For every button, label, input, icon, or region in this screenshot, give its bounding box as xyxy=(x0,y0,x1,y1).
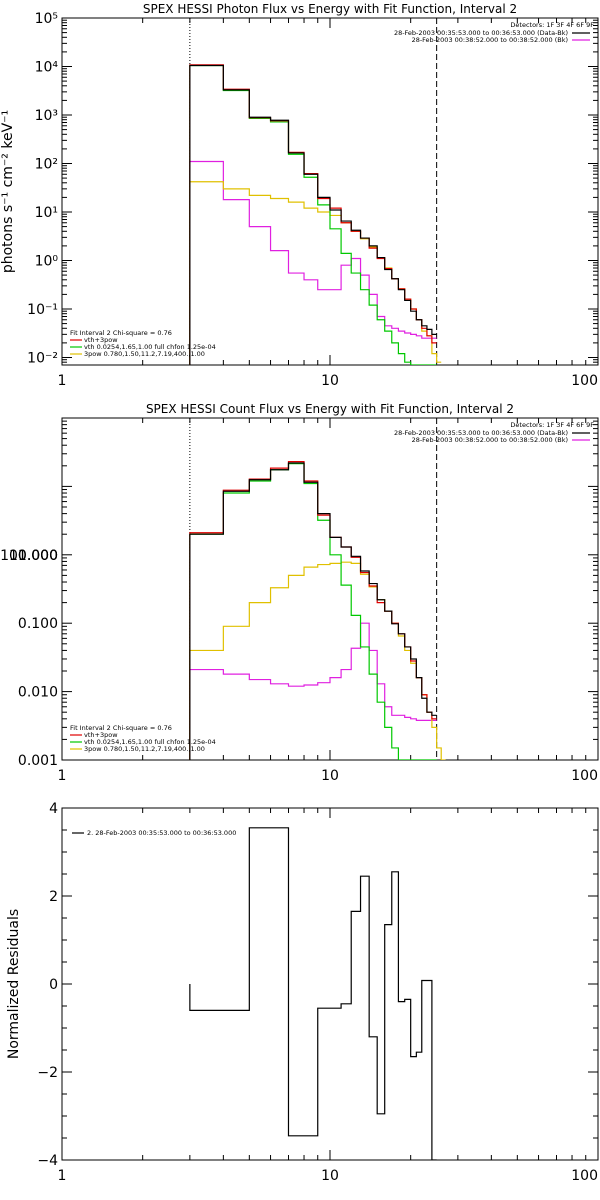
x-tick-label: 1 xyxy=(58,1168,67,1184)
series-line-4 xyxy=(189,160,437,365)
legend-entry: 3pow 0.780,1.50,11.2,7.19,400.,1.00 xyxy=(84,350,205,358)
series-group xyxy=(189,64,442,365)
y-tick-label: 10.000 xyxy=(9,548,58,564)
legend-entry: 2. 28-Feb-2003 00:35:53.000 to 00:36:53.… xyxy=(87,829,236,837)
x-tick-label: 10 xyxy=(321,373,339,389)
y-tick-label: 10⁵ xyxy=(35,11,58,27)
series-line-1 xyxy=(189,64,437,365)
y-tick-label: −2 xyxy=(37,1065,58,1081)
y-tick-label: −4 xyxy=(37,1153,58,1169)
x-tick-label: 10 xyxy=(321,768,339,784)
plot-frame xyxy=(61,417,599,761)
legend-entry: 3pow 0.780,1.50,11.2,7.19,400.,1.00 xyxy=(84,745,205,753)
x-tick-label: 10 xyxy=(321,1168,339,1184)
y-tick-label: 0.001 xyxy=(18,753,58,769)
legend-entry: vth+3pow xyxy=(84,731,118,739)
series-line-3 xyxy=(189,561,446,760)
chart-title: SPEX HESSI Photon Flux vs Energy with Fi… xyxy=(143,2,517,16)
series-group xyxy=(189,827,437,1160)
x-tick-label: 1 xyxy=(58,373,67,389)
y-tick-label: 10⁻¹ xyxy=(27,302,58,318)
y-tick-label: 10¹ xyxy=(35,205,58,221)
x-tick-label: 100 xyxy=(571,768,598,784)
series-line-3 xyxy=(189,181,442,365)
y-tick-label: 100.000 xyxy=(0,548,58,564)
fit-legend-title: Fit Interval 2 Chi-square = 0.76 xyxy=(70,329,172,337)
time-interval-text: 28-Feb-2003 00:38:52.000 to 00:38:52.000… xyxy=(412,436,568,444)
chart-title: SPEX HESSI Count Flux vs Energy with Fit… xyxy=(146,402,514,416)
y-axis-label: photons s⁻¹ cm⁻² keV⁻¹ xyxy=(0,110,16,273)
y-tick-label: 2 xyxy=(49,889,58,905)
time-interval-text: 28-Feb-2003 00:38:52.000 to 00:38:52.000… xyxy=(412,36,568,44)
y-axis-label: Normalized Residuals xyxy=(6,909,22,1059)
legend-entry: vth 0.0254,1.65,1.00 full chfon 1.25e-04 xyxy=(84,343,216,351)
series-line-0 xyxy=(189,64,437,365)
series-group xyxy=(189,461,446,760)
residuals-panel: 1 10 100 −4 −2 0 2 4 Normalized Residuals 2. 28-F… xyxy=(6,801,599,1184)
photon-flux-panel: SPEX HESSI Photon Flux vs Energy with Fi… xyxy=(0,2,599,389)
detectors-text: Detectors: 1F 3F 4F 6F 9F xyxy=(510,421,594,429)
y-tick-label: 10⁴ xyxy=(35,59,59,75)
plot-frame xyxy=(61,17,599,366)
y-tick-label: 10² xyxy=(35,156,58,172)
y-tick-label: 0.010 xyxy=(18,685,58,701)
detectors-text: Detectors: 1F 3F 4F 6F 9F xyxy=(510,21,594,29)
legend-entry: vth 0.0254,1.65,1.00 full chfon 1.25e-04 xyxy=(84,738,216,746)
legend-entry: vth+3pow xyxy=(84,336,118,344)
y-tick-label: 0 xyxy=(49,977,58,993)
plot-frame xyxy=(61,807,599,1161)
x-tick-label: 1 xyxy=(58,768,67,784)
time-interval-text: 28-Feb-2003 00:35:53.000 to 00:36:53.000… xyxy=(394,29,568,37)
fit-legend-title: Fit Interval 2 Chi-square = 0.76 xyxy=(70,724,172,732)
y-tick-label: 10⁰ xyxy=(35,253,59,269)
count-flux-panel: SPEX HESSI Count Flux vs Energy with Fit… xyxy=(0,402,599,784)
y-tick-label: 0.100 xyxy=(18,616,58,632)
y-tick-label: 1.000 xyxy=(18,548,58,564)
series-line-0 xyxy=(189,827,437,1160)
series-line-2 xyxy=(189,64,437,365)
series-line-4 xyxy=(189,622,437,760)
x-tick-label: 100 xyxy=(571,373,598,389)
time-interval-text: 28-Feb-2003 00:35:53.000 to 00:36:53.000… xyxy=(394,429,568,437)
y-tick-label: 10⁻² xyxy=(27,350,58,366)
y-tick-label: 4 xyxy=(49,801,58,817)
series-line-0 xyxy=(189,462,437,760)
y-tick-label: 10³ xyxy=(35,108,58,124)
x-tick-label: 100 xyxy=(571,1168,598,1184)
